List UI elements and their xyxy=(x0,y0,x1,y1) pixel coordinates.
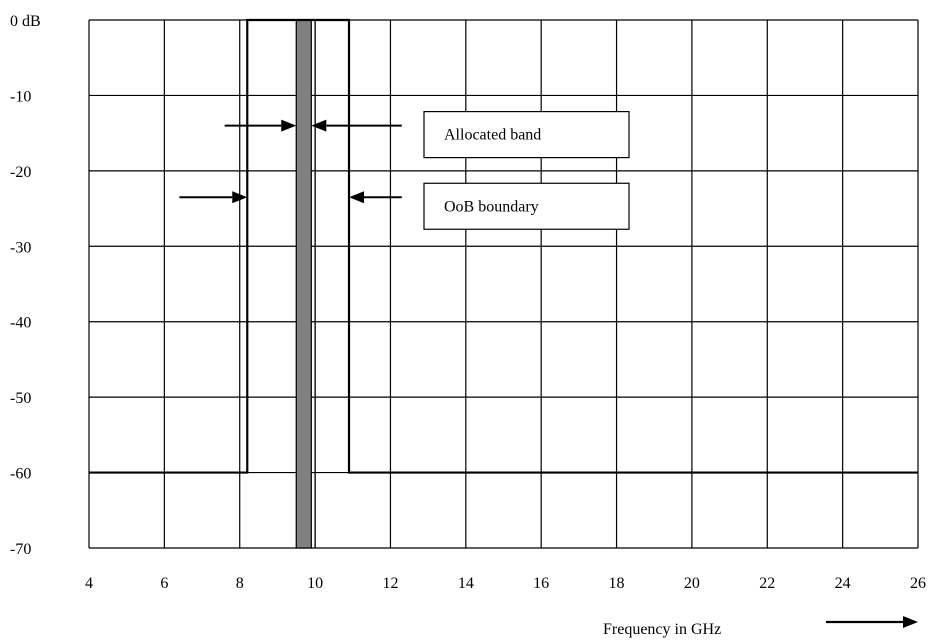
callout-label: OoB boundary xyxy=(444,198,539,215)
x-axis-label: Frequency in GHz xyxy=(603,621,721,638)
x-tick-label: 20 xyxy=(684,575,700,592)
allocated-band-bar xyxy=(295,19,312,549)
x-tick-label: 24 xyxy=(835,575,851,592)
y-tick-label: -30 xyxy=(10,239,31,256)
x-tick-label: 22 xyxy=(759,575,775,592)
x-tick-label: 12 xyxy=(382,575,398,592)
y-tick-labels: 0 dB -10 -20 -30 -40 -50 -60 -70 xyxy=(10,13,41,558)
x-tick-label: 26 xyxy=(910,575,926,592)
allocated-band-group xyxy=(295,19,312,549)
arrows-group xyxy=(179,119,402,204)
x-tick-label: 10 xyxy=(307,575,323,592)
y-tick-label: 0 dB xyxy=(10,13,41,30)
y-tick-label: -20 xyxy=(10,164,31,181)
y-tick-label: -70 xyxy=(10,541,31,558)
x-tick-label: 4 xyxy=(85,575,93,592)
annotation-arrow-left-head xyxy=(232,191,248,204)
y-tick-label: -60 xyxy=(10,466,31,483)
y-tick-label: -10 xyxy=(10,88,31,105)
annotation-arrow-left-head xyxy=(281,119,297,132)
callout-label: Allocated band xyxy=(444,127,541,144)
series-group xyxy=(89,18,918,474)
x-tick-label: 6 xyxy=(160,575,168,592)
x-tick-label: 16 xyxy=(533,575,549,592)
x-tick-labels: 4 6 8 10 12 14 16 18 20 22 24 26 xyxy=(85,575,926,592)
x-tick-label: 14 xyxy=(458,575,474,592)
annotation-arrow-right-head xyxy=(311,119,327,132)
oob-mask-line xyxy=(89,18,918,474)
callout-box xyxy=(423,182,630,230)
x-axis-direction-arrow xyxy=(826,616,918,628)
grid xyxy=(88,19,919,549)
x-tick-label: 18 xyxy=(609,575,625,592)
callout-box xyxy=(423,110,630,159)
callouts-group: Allocated band OoB boundary xyxy=(423,110,630,230)
x-tick-label: 8 xyxy=(236,575,244,592)
y-tick-label: -40 xyxy=(10,315,31,332)
y-tick-label: -50 xyxy=(10,390,31,407)
annotation-arrow-right-head xyxy=(349,191,365,204)
